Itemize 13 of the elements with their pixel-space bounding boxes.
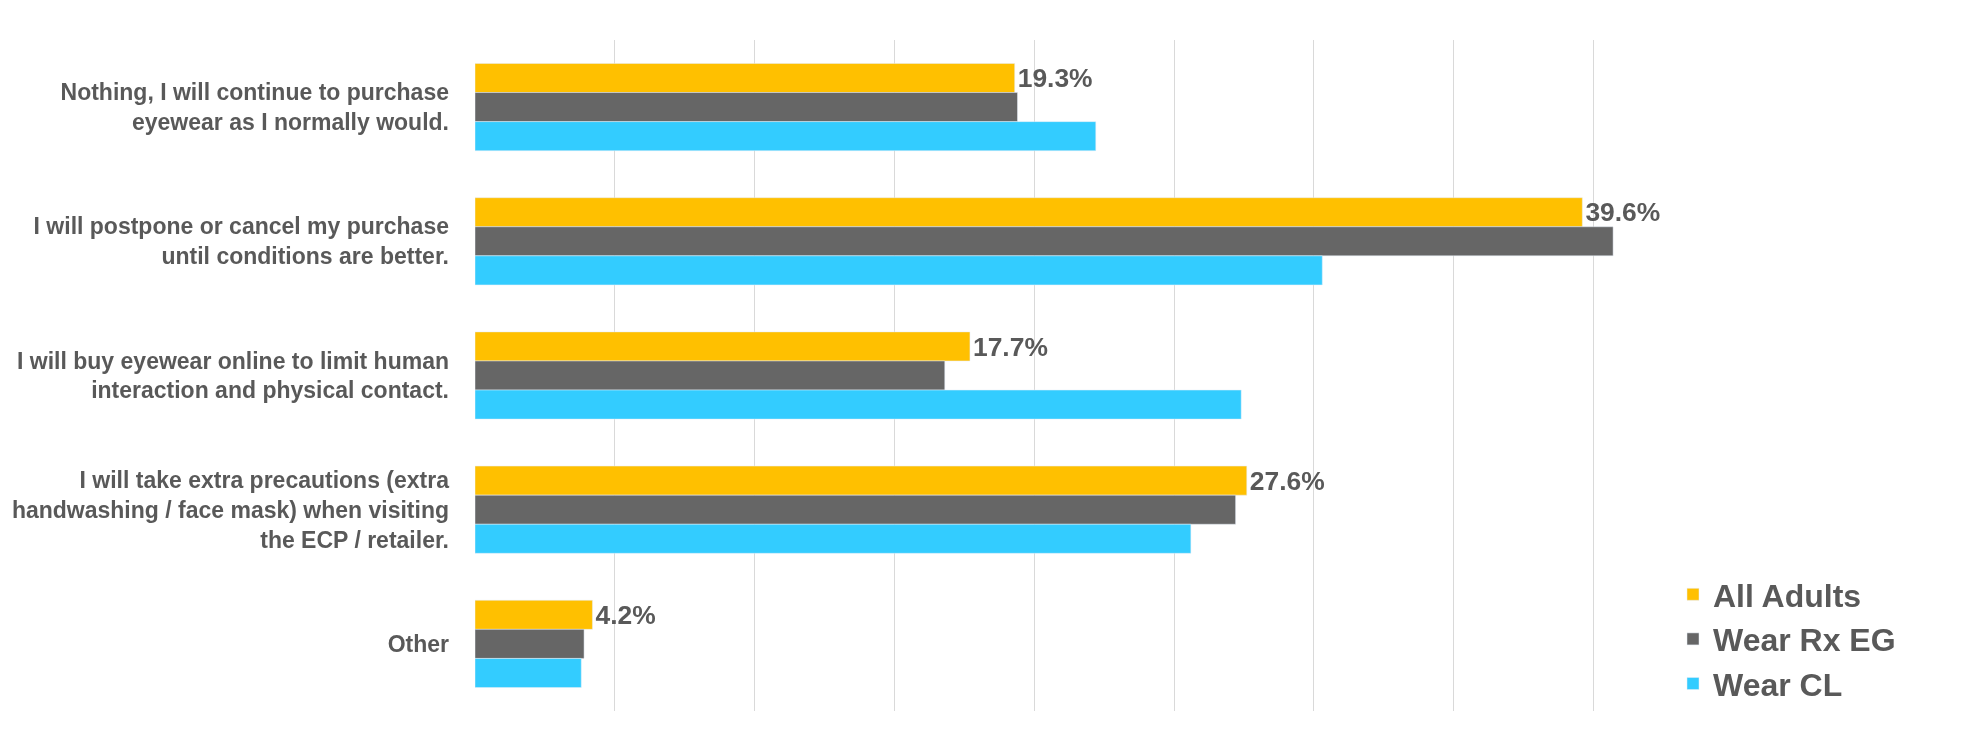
y-tick-label: Other [387, 630, 450, 657]
data-label: 27.6% [1249, 465, 1325, 496]
data-label: 17.7% [972, 331, 1048, 362]
data-label: 4.2% [595, 600, 656, 631]
legend-label: Wear Rx EG [1713, 622, 1896, 659]
legend-label: All Adults [1713, 577, 1862, 614]
y-tick-label: Nothing, I will continue to purchase eyewear as I normally would. [60, 79, 449, 136]
data-label: 39.6% [1585, 197, 1661, 228]
y-tick-label: I will buy eyewear online to limit human interaction and physical contact. [17, 347, 449, 404]
y-tick-label: I will take extra precautions (extra handwashing / face mask) when visiting the ECP / retailer. [11, 466, 450, 553]
data-label: 19.3% [1017, 63, 1093, 94]
y-tick-label: I will postpone or cancel my purchase until conditions are better. [33, 213, 449, 270]
legend-label: Wear CL [1713, 666, 1843, 703]
